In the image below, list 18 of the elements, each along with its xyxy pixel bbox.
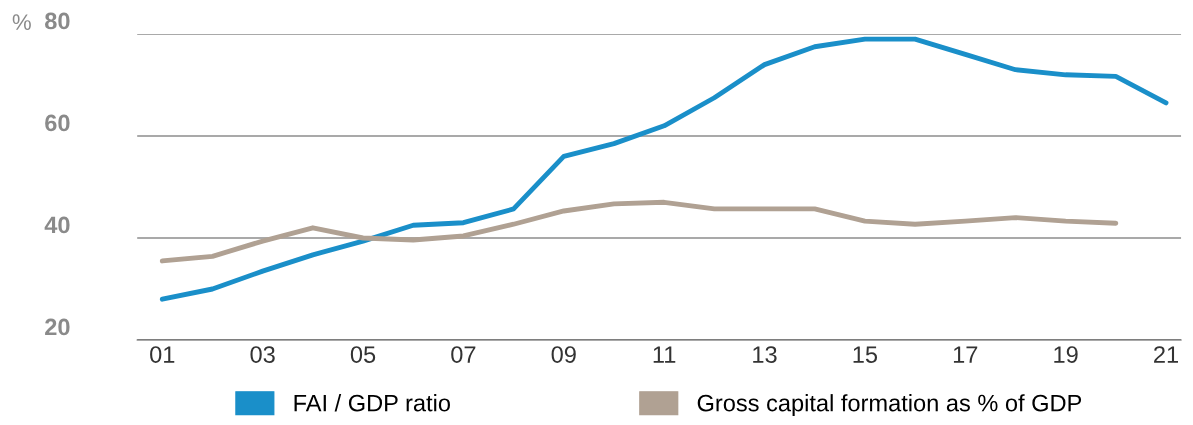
x-tick-label: 07 xyxy=(451,346,476,363)
x-tick-label: 03 xyxy=(250,346,275,363)
legend-label: Gross capital formation as % of GDP xyxy=(697,394,1082,417)
x-tick-label: 13 xyxy=(753,346,777,363)
x-tick-label: 19 xyxy=(1054,346,1078,363)
y-tick-label: 40 xyxy=(44,216,70,234)
x-tick-label: 05 xyxy=(350,346,376,363)
y-tick-label: 20 xyxy=(45,318,70,336)
x-tick-label: 15 xyxy=(853,346,878,363)
x-tick-label: 09 xyxy=(551,346,576,363)
x-tick-label: 17 xyxy=(953,346,978,363)
x-tick-label: 01 xyxy=(150,346,175,363)
y-tick-label: 80 xyxy=(45,12,70,30)
x-tick-label: 11 xyxy=(653,346,676,363)
legend-label: FAI / GDP ratio xyxy=(294,394,450,412)
y-axis-title: % xyxy=(12,14,31,30)
y-tick-label: 60 xyxy=(45,114,70,132)
x-tick-label: 21 xyxy=(1154,346,1178,363)
